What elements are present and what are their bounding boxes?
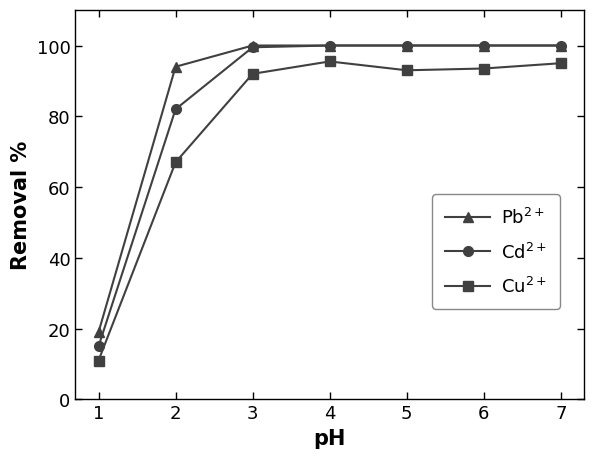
Line: Cd$^{2+}$: Cd$^{2+}$ <box>93 42 566 352</box>
Legend: Pb$^{2+}$, Cd$^{2+}$, Cu$^{2+}$: Pb$^{2+}$, Cd$^{2+}$, Cu$^{2+}$ <box>433 195 560 309</box>
Cd$^{2+}$ <box>403 44 411 49</box>
Cu$^{2+}$ <box>326 60 333 65</box>
Cd$^{2+}$ <box>95 344 102 349</box>
Line: Cu$^{2+}$: Cu$^{2+}$ <box>93 57 566 366</box>
Pb$^{2+}$ <box>403 44 411 49</box>
Cd$^{2+}$ <box>172 107 179 113</box>
Pb$^{2+}$ <box>95 330 102 335</box>
Cu$^{2+}$ <box>249 72 256 78</box>
Pb$^{2+}$ <box>557 44 564 49</box>
Cd$^{2+}$ <box>557 44 564 49</box>
Cu$^{2+}$ <box>557 62 564 67</box>
Cu$^{2+}$ <box>172 160 179 166</box>
Pb$^{2+}$ <box>326 44 333 49</box>
Pb$^{2+}$ <box>249 44 256 49</box>
Pb$^{2+}$ <box>480 44 487 49</box>
X-axis label: pH: pH <box>314 428 346 448</box>
Cu$^{2+}$ <box>480 67 487 72</box>
Cd$^{2+}$ <box>249 45 256 51</box>
Y-axis label: Removal %: Removal % <box>11 141 31 270</box>
Cd$^{2+}$ <box>480 44 487 49</box>
Pb$^{2+}$ <box>172 65 179 70</box>
Cu$^{2+}$ <box>403 68 411 74</box>
Cu$^{2+}$ <box>95 358 102 364</box>
Line: Pb$^{2+}$: Pb$^{2+}$ <box>93 42 566 337</box>
Cd$^{2+}$ <box>326 44 333 49</box>
